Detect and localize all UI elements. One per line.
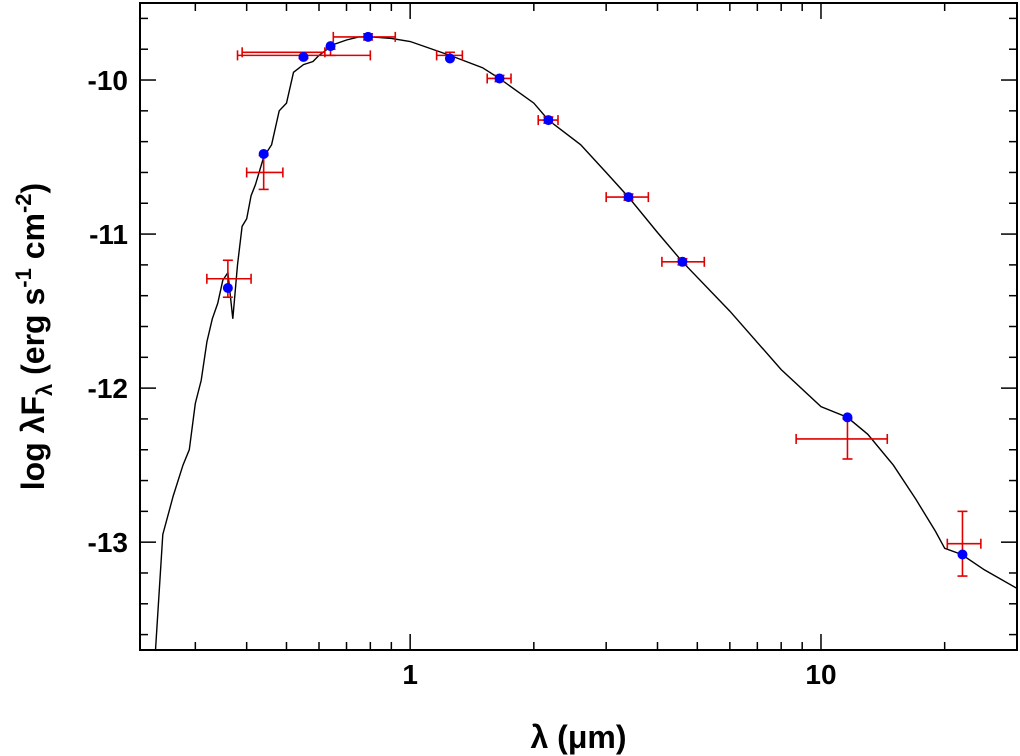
model-point-3 (325, 41, 336, 52)
model-point-8 (623, 192, 634, 203)
axis-ticks: 1 10 -10 -11 -12 -13 (88, 3, 1018, 690)
y-label-post: ) (15, 183, 51, 194)
y-axis-label: log λFλ (erg s-1 cm-2) (11, 183, 57, 490)
model-point-6 (494, 73, 505, 84)
y-label-mid1: (erg s (15, 288, 51, 384)
model-point-4 (363, 31, 374, 42)
model-point-10 (842, 412, 853, 423)
model-point-5 (444, 53, 455, 64)
y-label-sup2: -2 (11, 193, 36, 213)
model-sed-line (154, 36, 1017, 650)
y-tick-label-0: -10 (88, 65, 128, 96)
y-label-pre: log λF (15, 396, 51, 490)
y-label-mid2: cm (15, 213, 51, 268)
plot-area (154, 31, 1017, 650)
y-label-sub: λ (32, 384, 57, 396)
model-point-9 (677, 256, 688, 267)
plot-inner (154, 31, 1017, 650)
observed-point-11 (946, 510, 982, 577)
x-axis-label: λ (μm) (530, 719, 626, 755)
model-point-7 (543, 115, 554, 126)
y-label-sup1: -1 (11, 268, 36, 288)
x-tick-label-0: 1 (402, 659, 418, 690)
y-tick-label-1: -11 (89, 219, 128, 250)
model-point-2 (298, 51, 309, 62)
model-point-11 (957, 549, 968, 560)
y-tick-label-2: -12 (88, 373, 128, 404)
model-point-1 (258, 148, 269, 159)
y-tick-label-3: -13 (88, 527, 128, 558)
model-point-0 (222, 282, 233, 293)
x-tick-label-1: 10 (805, 659, 836, 690)
